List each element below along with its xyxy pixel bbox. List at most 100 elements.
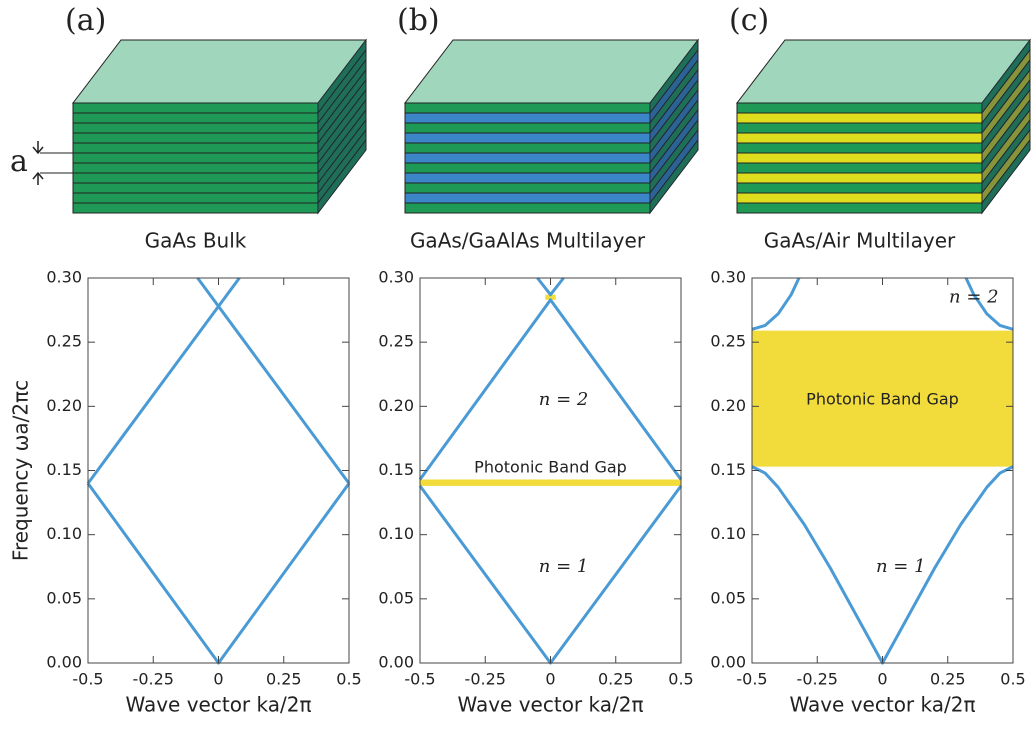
- layer-side-shade: [318, 120, 366, 193]
- layer-front: [736, 112, 983, 124]
- block-caption: GaAs/GaAlAs Multilayer: [410, 229, 646, 253]
- panel-label: (c): [729, 3, 769, 38]
- layer-side-shade: [650, 40, 698, 113]
- layer-front: [404, 122, 651, 134]
- layer-front: [72, 152, 319, 164]
- plot-frame: [87, 277, 350, 664]
- layer-front: [72, 172, 319, 184]
- layer-side-shade: [318, 40, 366, 113]
- layer-side-shade: [650, 120, 698, 193]
- panel-label: (a): [65, 3, 106, 38]
- y-tick-label: 0.25: [378, 332, 414, 351]
- layer-side-shade: [650, 50, 698, 123]
- layer-front: [404, 172, 651, 184]
- layer-front: [72, 132, 319, 144]
- layer-front: [404, 142, 651, 154]
- y-tick-label: 0.00: [46, 653, 82, 672]
- layer-side-shade: [318, 70, 366, 143]
- layer-front: [404, 112, 651, 124]
- x-tick-label: 0.25: [598, 670, 634, 689]
- layer-side-shade: [982, 70, 1030, 143]
- layer-side-shade: [982, 50, 1030, 123]
- layer-front: [736, 162, 983, 174]
- layer-side-shade: [318, 60, 366, 133]
- band-line: [86, 277, 241, 485]
- layer-front: [736, 172, 983, 184]
- layer-side-shade: [318, 50, 366, 123]
- y-tick-label: 0.15: [46, 460, 82, 479]
- layer-front: [72, 182, 319, 194]
- x-tick-label: -0.5: [736, 670, 767, 689]
- layer-side-shade: [318, 110, 366, 183]
- layer-side-shade: [982, 40, 1030, 113]
- layer-side-shade: [650, 70, 698, 143]
- layer-front: [736, 192, 983, 204]
- layer-front: [736, 102, 983, 114]
- x-tick-label: 0: [877, 670, 887, 689]
- y-tick-label: 0.15: [710, 460, 746, 479]
- band-line: [418, 298, 683, 481]
- y-tick-label: 0.05: [710, 588, 746, 607]
- layer-side-shade: [982, 60, 1030, 133]
- layer-front: [72, 192, 319, 204]
- y-tick-label: 0.10: [46, 524, 82, 543]
- x-tick-label: 0.5: [1000, 670, 1025, 689]
- layer-side: [317, 138, 367, 215]
- layer-side-shade: [982, 110, 1030, 183]
- x-axis-label: Wave vector ka/2π: [789, 693, 975, 717]
- y-tick-label: 0.25: [710, 332, 746, 351]
- x-tick-label: -0.25: [133, 670, 174, 689]
- x-tick-label: 0.5: [336, 670, 361, 689]
- annotation: n = 2: [949, 286, 999, 307]
- block-top: [735, 39, 1032, 104]
- layer-label: a: [10, 144, 28, 179]
- layer-front: [736, 122, 983, 134]
- layer-side-shade: [318, 100, 366, 173]
- x-tick-label: 0.25: [266, 670, 302, 689]
- annotation: Photonic Band Gap: [806, 389, 959, 408]
- layer-side-shade: [318, 90, 366, 163]
- y-tick-label: 0.10: [378, 524, 414, 543]
- layer-front: [736, 142, 983, 154]
- y-tick-label: 0.10: [710, 524, 746, 543]
- band-gap: [420, 479, 681, 486]
- x-axis-label: Wave vector ka/2π: [125, 693, 311, 717]
- y-tick-label: 0.20: [378, 396, 414, 415]
- band-line: [196, 277, 351, 485]
- band-line: [536, 277, 565, 297]
- y-tick-label: 0.00: [710, 653, 746, 672]
- x-tick-label: -0.25: [465, 670, 506, 689]
- annotation: n = 1: [876, 556, 926, 577]
- band-line: [86, 482, 351, 665]
- layer-side: [649, 138, 699, 215]
- layer-side-shade: [318, 80, 366, 153]
- band-line: [964, 277, 1014, 331]
- layer-side-shade: [982, 140, 1030, 213]
- layer-front: [736, 152, 983, 164]
- y-tick-label: 0.25: [46, 332, 82, 351]
- y-tick-label: 0.30: [710, 268, 746, 287]
- layer-front: [404, 152, 651, 164]
- layer-side-shade: [982, 100, 1030, 173]
- layer-side-shade: [318, 140, 366, 213]
- layer-side-shade: [650, 140, 698, 213]
- x-tick-label: 0.5: [668, 670, 693, 689]
- x-tick-label: 0: [213, 670, 223, 689]
- layer-front: [404, 162, 651, 174]
- layer-front: [72, 202, 319, 214]
- block-top: [71, 39, 368, 104]
- y-tick-label: 0.05: [378, 588, 414, 607]
- layer-front: [72, 112, 319, 124]
- layer-side-shade: [982, 130, 1030, 203]
- layer-front: [404, 102, 651, 114]
- layer-side-shade: [650, 80, 698, 153]
- layer-side-shade: [650, 60, 698, 133]
- layer-front: [72, 122, 319, 134]
- panel-label: (b): [397, 3, 440, 38]
- band-gap: [545, 294, 556, 300]
- layer-front: [404, 192, 651, 204]
- x-tick-label: 0: [545, 670, 555, 689]
- y-tick-label: 0.20: [46, 396, 82, 415]
- layer-side-shade: [650, 130, 698, 203]
- layer-side: [981, 138, 1031, 215]
